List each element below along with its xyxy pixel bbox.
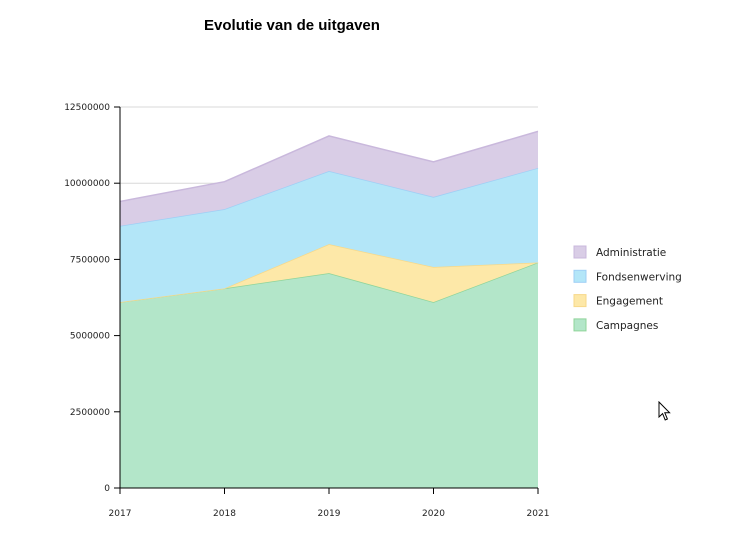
area-engagement <box>120 244 538 303</box>
legend: Administratie Fondsenwerving Engagement Cam… <box>573 245 682 332</box>
legend-swatch <box>573 318 587 332</box>
legend-label: Administratie <box>596 247 666 259</box>
legend-swatch <box>573 245 587 259</box>
x-tick-label: 2021 <box>527 509 550 519</box>
y-tick-label: 5000000 <box>70 332 110 342</box>
stacked-areas <box>119 130 539 488</box>
legend-label: Fondsenwerving <box>596 271 682 283</box>
legend-swatch <box>573 269 587 283</box>
mouse-cursor-icon <box>658 401 671 421</box>
axes: 0 2500000 5000000 7500000 10000000 12500000 20… <box>64 103 549 519</box>
area-campagnes <box>120 262 538 488</box>
y-tick-label: 7500000 <box>70 255 110 265</box>
chart-title: Evolutie van de uitgaven <box>204 17 380 34</box>
y-tick-label: 2500000 <box>70 408 110 418</box>
x-tick-label: 2018 <box>213 509 236 519</box>
legend-label: Engagement <box>596 296 663 308</box>
legend-item-administratie: Administratie <box>573 245 666 259</box>
y-tick-label: 0 <box>104 484 110 494</box>
x-tick-label: 2019 <box>318 509 341 519</box>
x-tick-label: 2017 <box>109 509 132 519</box>
x-tick-label: 2020 <box>422 509 445 519</box>
legend-item-fondsenwerving: Fondsenwerving <box>573 269 682 283</box>
y-tick-label: 10000000 <box>64 179 110 189</box>
area-fondsenwerving <box>120 167 538 303</box>
area-line-administratie <box>119 130 539 203</box>
legend-item-campagnes: Campagnes <box>573 318 658 332</box>
area-administratie <box>120 131 538 226</box>
y-tick-label: 12500000 <box>64 103 110 113</box>
legend-swatch <box>573 294 587 308</box>
legend-item-engagement: Engagement <box>573 294 663 308</box>
legend-label: Campagnes <box>596 320 658 332</box>
